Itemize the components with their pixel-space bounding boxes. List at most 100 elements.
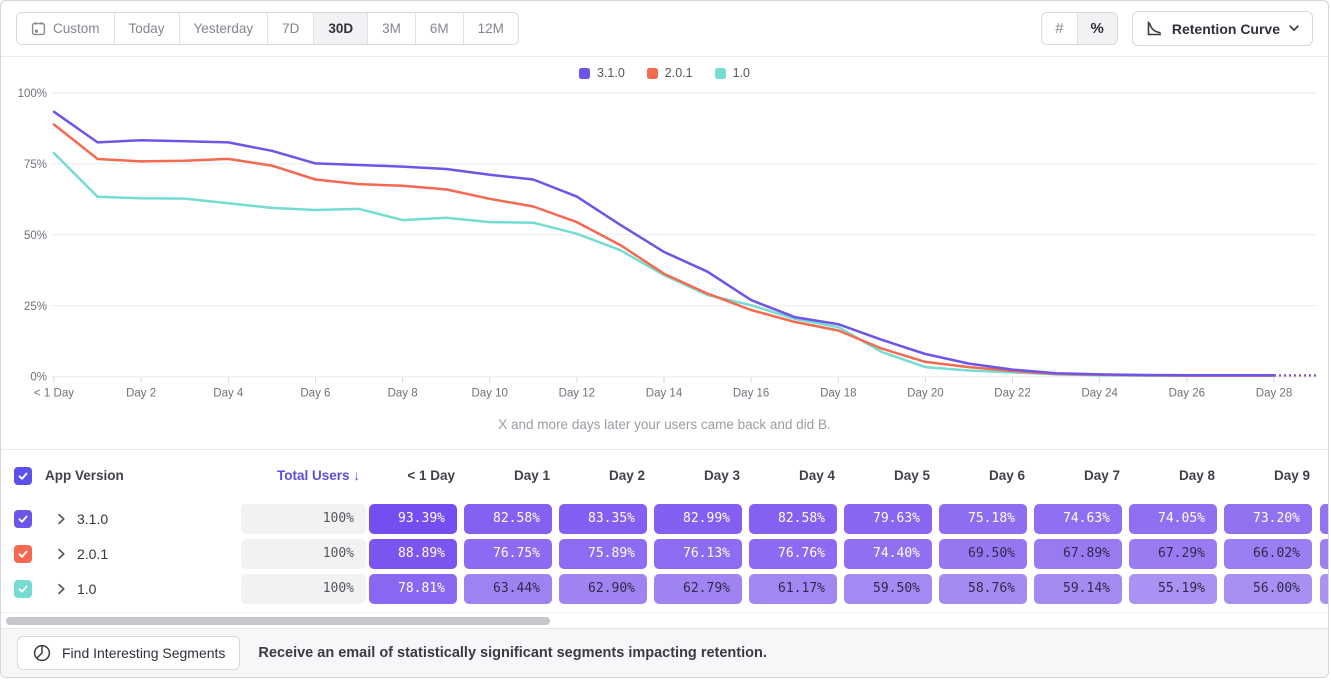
find-interesting-segments-button[interactable]: Find Interesting Segments bbox=[17, 636, 241, 670]
date-range-yesterday[interactable]: Yesterday bbox=[178, 13, 268, 44]
retention-cell-2.0.1-day4[interactable]: 76.76% bbox=[749, 538, 837, 569]
legend-label: 1.0 bbox=[732, 66, 750, 80]
svg-text:25%: 25% bbox=[24, 301, 47, 313]
day-column-header-6[interactable]: Day 6 bbox=[988, 468, 1025, 483]
retention-cell-2.0.1-day5[interactable]: 74.40% bbox=[844, 538, 932, 569]
day-column-header-9[interactable]: Day 9 bbox=[1273, 468, 1310, 483]
sort-descending-icon: ↓ bbox=[353, 468, 360, 483]
svg-text:Day 4: Day 4 bbox=[213, 388, 244, 400]
retention-cell-1.0-day1[interactable]: 63.44% bbox=[464, 573, 552, 604]
retention-cell-2.0.1-day6[interactable]: 69.50% bbox=[939, 538, 1027, 569]
retention-cell-overflow bbox=[1320, 503, 1328, 534]
retention-cell-2.0.1-day7[interactable]: 67.89% bbox=[1034, 538, 1122, 569]
svg-text:< 1 Day: < 1 Day bbox=[34, 388, 74, 400]
retention-cell-2.0.1-day9[interactable]: 66.02% bbox=[1224, 538, 1312, 569]
retention-cell-1.0-day3[interactable]: 62.79% bbox=[654, 573, 742, 604]
retention-cell-1.0-day8[interactable]: 55.19% bbox=[1129, 573, 1217, 604]
svg-text:0%: 0% bbox=[30, 372, 47, 384]
day-column-header-4[interactable]: Day 4 bbox=[798, 468, 835, 483]
app-version-value: 2.0.1 bbox=[77, 545, 109, 562]
legend-label: 3.1.0 bbox=[596, 66, 625, 80]
retention-cell-2.0.1-day2[interactable]: 75.89% bbox=[559, 538, 647, 569]
app-version-value: 1.0 bbox=[77, 580, 97, 597]
legend-item-1.0[interactable]: 1.0 bbox=[714, 66, 750, 80]
chart-section: 3.1.0 2.0.1 1.0 0% 25% 50% 75% 100% < 1 Day Day … bbox=[1, 57, 1328, 439]
day-column-header-0[interactable]: < 1 Day bbox=[407, 468, 455, 483]
select-all-checkbox[interactable] bbox=[14, 466, 32, 485]
value-mode-percentages[interactable]: % bbox=[1076, 13, 1117, 44]
svg-text:Day 6: Day 6 bbox=[300, 388, 330, 400]
retention-curve-icon bbox=[1146, 20, 1163, 37]
retention-cell-3.1.0-day4[interactable]: 82.58% bbox=[749, 503, 837, 534]
retention-cell-1.0-day5[interactable]: 59.50% bbox=[844, 573, 932, 604]
day-column-header-1[interactable]: Day 1 bbox=[513, 468, 550, 483]
date-range-today[interactable]: Today bbox=[113, 13, 179, 44]
date-range-6m[interactable]: 6M bbox=[414, 13, 463, 44]
day-column-header-7[interactable]: Day 7 bbox=[1083, 468, 1120, 483]
svg-text:100%: 100% bbox=[18, 88, 47, 100]
expand-chevron-icon[interactable] bbox=[57, 583, 66, 595]
retention-cell-3.1.0-day0[interactable]: 93.39% bbox=[369, 503, 457, 534]
value-mode-absolute-numbers[interactable]: # bbox=[1042, 13, 1077, 44]
legend-item-2.0.1[interactable]: 2.0.1 bbox=[646, 66, 693, 80]
total-users-cell: 100% bbox=[241, 573, 366, 604]
expand-chevron-icon[interactable] bbox=[57, 513, 66, 525]
table-body: 3.1.0 100% 93.39% 82.58% 83.35% 82.99% 82.58% 7… bbox=[1, 501, 1328, 606]
chart-legend: 3.1.0 2.0.1 1.0 bbox=[1, 57, 1328, 81]
total-users-column-header[interactable]: Total Users ↓ bbox=[276, 468, 360, 483]
svg-text:50%: 50% bbox=[24, 230, 47, 242]
retention-cell-2.0.1-day8[interactable]: 67.29% bbox=[1129, 538, 1217, 569]
retention-cell-3.1.0-day8[interactable]: 74.05% bbox=[1129, 503, 1217, 534]
retention-cell-2.0.1-day0[interactable]: 88.89% bbox=[369, 538, 457, 569]
horizontal-scrollbar[interactable] bbox=[1, 612, 1328, 628]
retention-cell-3.1.0-day9[interactable]: 73.20% bbox=[1224, 503, 1312, 534]
retention-cell-1.0-day7[interactable]: 59.14% bbox=[1034, 573, 1122, 604]
svg-text:Day 22: Day 22 bbox=[994, 388, 1030, 400]
retention-cell-1.0-day6[interactable]: 58.76% bbox=[939, 573, 1027, 604]
scrollbar-thumb[interactable] bbox=[6, 617, 550, 625]
day-column-header-3[interactable]: Day 3 bbox=[703, 468, 740, 483]
legend-swatch bbox=[714, 67, 726, 79]
retention-cell-overflow bbox=[1320, 573, 1328, 604]
date-range-7d[interactable]: 7D bbox=[267, 13, 314, 44]
retention-cell-1.0-day2[interactable]: 62.90% bbox=[559, 573, 647, 604]
retention-cell-1.0-day0[interactable]: 78.81% bbox=[369, 573, 457, 604]
table-row-2.0.1: 2.0.1 100% 88.89% 76.75% 75.89% 76.13% 76.76% 7… bbox=[1, 536, 1328, 571]
app-version-value: 3.1.0 bbox=[77, 510, 109, 527]
row-checkbox-3.1.0[interactable] bbox=[14, 509, 32, 528]
table-row-1.0: 1.0 100% 78.81% 63.44% 62.90% 62.79% 61.17% 59.… bbox=[1, 571, 1328, 606]
retention-cell-2.0.1-day3[interactable]: 76.13% bbox=[654, 538, 742, 569]
svg-text:Day 18: Day 18 bbox=[820, 388, 856, 400]
retention-cell-3.1.0-day3[interactable]: 82.99% bbox=[654, 503, 742, 534]
svg-text:Day 16: Day 16 bbox=[733, 388, 769, 400]
row-checkbox-2.0.1[interactable] bbox=[14, 544, 32, 563]
retention-table: App Version Total Users ↓ < 1 Day Day 1 Da… bbox=[1, 449, 1328, 606]
expand-chevron-icon[interactable] bbox=[57, 548, 66, 560]
date-range-custom[interactable]: Custom bbox=[17, 13, 114, 44]
day-column-header-2[interactable]: Day 2 bbox=[608, 468, 645, 483]
retention-cell-3.1.0-day6[interactable]: 75.18% bbox=[939, 503, 1027, 534]
retention-cell-3.1.0-day2[interactable]: 83.35% bbox=[559, 503, 647, 534]
chevron-down-icon bbox=[1289, 25, 1299, 32]
toolbar: Custom Today Yesterday 7D 30D 3M 6M 12M #% Rete… bbox=[1, 1, 1328, 57]
retention-cell-3.1.0-day7[interactable]: 74.63% bbox=[1034, 503, 1122, 534]
legend-swatch bbox=[646, 67, 658, 79]
day-column-header-8[interactable]: Day 8 bbox=[1178, 468, 1215, 483]
retention-cell-2.0.1-day1[interactable]: 76.75% bbox=[464, 538, 552, 569]
date-range-3m[interactable]: 3M bbox=[367, 13, 415, 44]
series-line-3.1.0 bbox=[52, 110, 1276, 377]
segment-circle-icon bbox=[32, 643, 52, 663]
legend-item-3.1.0[interactable]: 3.1.0 bbox=[578, 66, 625, 80]
retention-cell-3.1.0-day1[interactable]: 82.58% bbox=[464, 503, 552, 534]
row-checkbox-1.0[interactable] bbox=[14, 579, 32, 598]
day-column-header-5[interactable]: Day 5 bbox=[893, 468, 930, 483]
retention-cell-1.0-day9[interactable]: 56.00% bbox=[1224, 573, 1312, 604]
svg-text:Day 2: Day 2 bbox=[126, 388, 156, 400]
total-users-cell: 100% bbox=[241, 503, 366, 534]
date-range-12m[interactable]: 12M bbox=[462, 13, 518, 44]
view-selector-dropdown[interactable]: Retention Curve bbox=[1131, 11, 1313, 46]
date-range-30d[interactable]: 30D bbox=[313, 13, 368, 44]
retention-cell-3.1.0-day5[interactable]: 79.63% bbox=[844, 503, 932, 534]
retention-cell-1.0-day4[interactable]: 61.17% bbox=[749, 573, 837, 604]
